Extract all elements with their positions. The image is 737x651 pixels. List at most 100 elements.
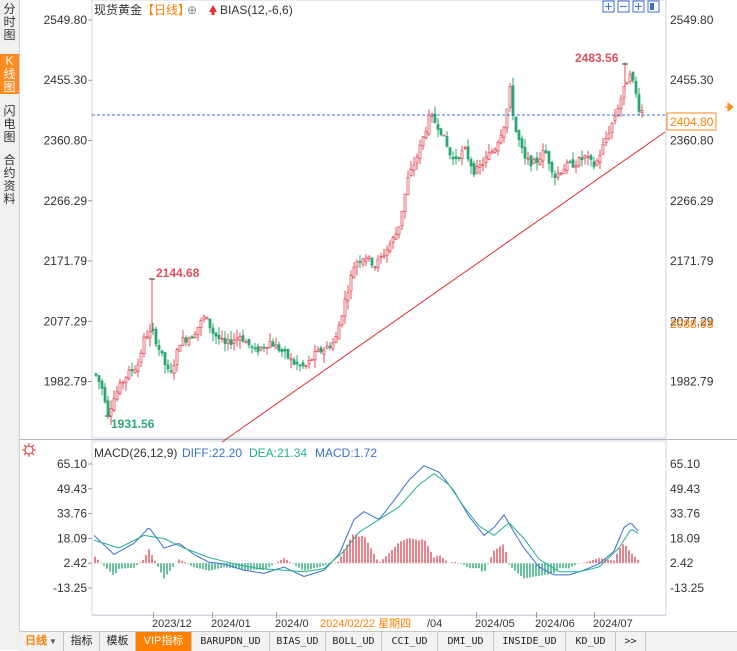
macd-gear-icon[interactable] bbox=[22, 443, 36, 457]
fullscreen-icon[interactable] bbox=[602, 0, 615, 13]
macd-diff-value: DIFF:22.20 bbox=[182, 446, 242, 460]
candle-body bbox=[529, 155, 533, 167]
candle-body bbox=[331, 342, 335, 350]
macd-histogram bbox=[94, 534, 639, 579]
bottom-tab-4[interactable]: BARUPDN_UD bbox=[192, 632, 270, 651]
candle-body bbox=[259, 346, 263, 351]
macd-panel-frame bbox=[91, 440, 667, 616]
settings-icon[interactable]: ⊕ bbox=[187, 3, 197, 17]
candle-body bbox=[103, 387, 107, 403]
chart-area[interactable]: 现货黄金 【日线】 ⊕ BIAS(12,-6,6) 2549.80 2455.30… bbox=[19, 0, 737, 650]
candle-body bbox=[244, 341, 248, 344]
price-tick-label: 2360.80 bbox=[44, 133, 88, 147]
candle-body bbox=[268, 341, 272, 348]
side-tab-3[interactable]: 合约资料 bbox=[3, 153, 16, 206]
macd-name[interactable]: MACD(26,12,9) bbox=[94, 446, 177, 460]
bottom-tab-label: 日线 bbox=[25, 635, 48, 647]
panel-layout-icon[interactable] bbox=[647, 0, 660, 13]
candle-body bbox=[208, 318, 212, 329]
bottom-tab-2[interactable]: 模板 bbox=[100, 632, 136, 651]
bottom-tab-3[interactable]: VIP指标 bbox=[136, 632, 192, 651]
macd-tick-label: 65.10 bbox=[670, 457, 700, 471]
candle-body bbox=[286, 348, 290, 359]
candle-body bbox=[289, 358, 293, 361]
candle-body bbox=[634, 81, 638, 94]
candle-body bbox=[424, 130, 428, 138]
side-tab-1[interactable]: K线图 bbox=[0, 54, 19, 94]
candle-body bbox=[487, 152, 491, 160]
bottom-tab-8[interactable]: DMI_UD bbox=[438, 632, 494, 651]
macd-tick-label: 49.43 bbox=[670, 482, 700, 496]
candle-body bbox=[367, 255, 371, 259]
candle-body bbox=[127, 369, 131, 379]
price-cursor-icon[interactable] bbox=[725, 101, 734, 113]
candle-body bbox=[325, 345, 329, 349]
current-price-label: 2404.80 bbox=[670, 115, 714, 129]
candle-body bbox=[427, 114, 431, 135]
candle-body bbox=[556, 172, 560, 178]
candle-body bbox=[220, 337, 224, 340]
candle-body bbox=[478, 164, 482, 168]
macd-tick-label: 2.42 bbox=[64, 556, 88, 570]
bottom-tab-1[interactable]: 指标 bbox=[64, 632, 100, 651]
candle-body bbox=[352, 267, 356, 279]
candle-body bbox=[94, 373, 98, 376]
annotation-high-2144: 2144.68 bbox=[156, 266, 200, 280]
indicator-label[interactable]: BIAS(12,-6,6) bbox=[220, 3, 293, 17]
candle-body bbox=[445, 136, 449, 147]
candle-body bbox=[382, 255, 386, 258]
candle-body bbox=[400, 210, 404, 227]
side-tab-0[interactable]: 分时图 bbox=[3, 2, 16, 42]
candle-body bbox=[463, 147, 467, 149]
candle-body bbox=[274, 344, 278, 349]
candle-body bbox=[100, 380, 104, 389]
chevron-down-icon: ▼ bbox=[49, 637, 57, 646]
candle-body bbox=[295, 361, 299, 365]
bottom-tab-10[interactable]: KD_UD bbox=[566, 632, 616, 651]
candle-body bbox=[340, 315, 344, 326]
bottom-tab-5[interactable]: BIAS_UD bbox=[270, 632, 326, 651]
price-tick-label: 2266.29 bbox=[670, 194, 714, 208]
candle-body bbox=[640, 109, 644, 114]
candle-body bbox=[415, 156, 419, 164]
price-tick-label: 2171.79 bbox=[44, 254, 88, 268]
zoom-out-icon[interactable] bbox=[617, 0, 630, 13]
bottom-tab-label: VIP指标 bbox=[143, 635, 184, 647]
price-tick-label: 2360.80 bbox=[670, 133, 714, 147]
candle-body bbox=[436, 124, 440, 130]
bottom-tab-9[interactable]: INSIDE_UD bbox=[494, 632, 566, 651]
candle-body bbox=[361, 258, 365, 265]
candle-body bbox=[520, 138, 524, 149]
side-tab-2[interactable]: 闪电图 bbox=[3, 104, 16, 144]
candle-body bbox=[226, 338, 230, 344]
price-axis-right: 2549.80 2455.30 2360.80 2266.29 2171.79 2077.… bbox=[670, 13, 714, 389]
bottom-tab-0[interactable]: 日线 ▼ bbox=[19, 632, 64, 651]
bottom-tab-label: 指标 bbox=[70, 635, 93, 647]
bottom-tab-11[interactable]: >> bbox=[616, 632, 646, 651]
candle-body bbox=[505, 108, 509, 129]
indicator-arrow-icon[interactable] bbox=[209, 5, 217, 12]
candle-body bbox=[124, 376, 128, 384]
zoom-in-icon[interactable] bbox=[632, 0, 645, 13]
candle-body bbox=[277, 344, 281, 352]
macd-tick-label: 33.76 bbox=[670, 507, 700, 521]
candle-body bbox=[559, 172, 563, 175]
toolbar bbox=[602, 0, 660, 13]
macd-tick-label: 65.10 bbox=[57, 457, 87, 471]
price-tick-label: 2077.29 bbox=[670, 314, 714, 328]
candle-body bbox=[238, 336, 242, 341]
candle-body bbox=[412, 164, 416, 171]
candle-body bbox=[511, 85, 515, 117]
candle-body bbox=[229, 339, 233, 345]
bottom-tab-6[interactable]: BOLL_UD bbox=[326, 632, 382, 651]
support-trendline[interactable] bbox=[221, 131, 666, 443]
price-panel-frame bbox=[91, 0, 667, 439]
period-label[interactable]: 【日线】 bbox=[142, 3, 190, 17]
candle-body bbox=[349, 275, 353, 292]
candle-body bbox=[553, 173, 557, 178]
candle-body bbox=[379, 255, 383, 258]
candle-body bbox=[613, 115, 617, 122]
candle-body bbox=[475, 166, 479, 174]
bottom-tab-7[interactable]: CCI_UD bbox=[382, 632, 438, 651]
bottom-tab-label: KD_UD bbox=[575, 636, 606, 647]
